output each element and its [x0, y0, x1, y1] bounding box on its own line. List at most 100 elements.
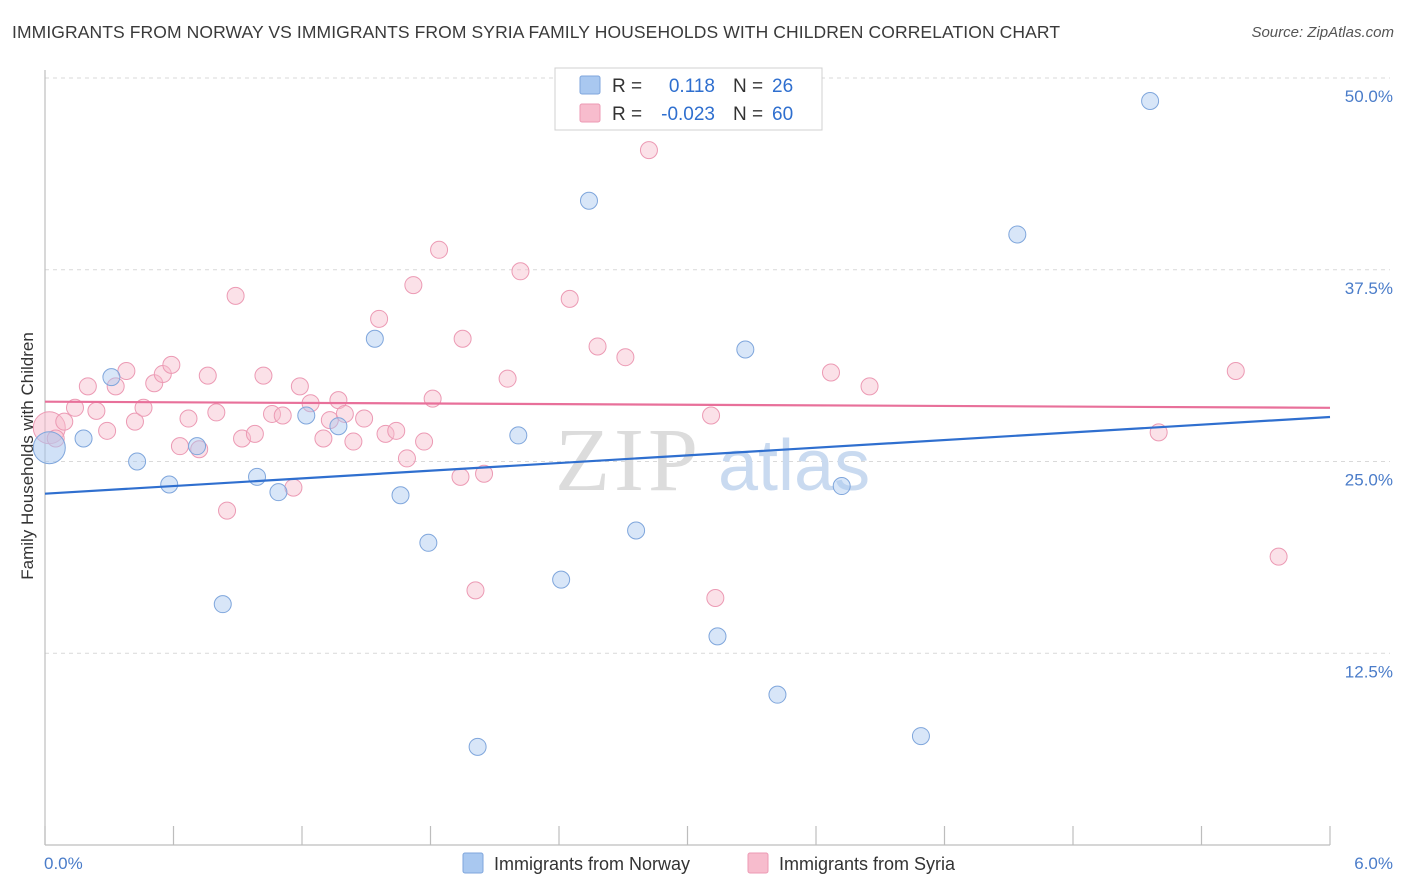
trend-line-syria [44, 400, 1331, 409]
legend-n-label-norway: N = [733, 76, 763, 97]
data-point-norway [1141, 92, 1160, 111]
bottom-legend-label-syria: Immigrants from Syria [779, 854, 956, 874]
data-point-syria [616, 348, 635, 367]
data-point-syria [106, 377, 125, 396]
data-point-syria [376, 424, 395, 443]
bottom-legend-swatch-syria [747, 852, 769, 874]
legend-r-label-syria: R = [612, 104, 642, 125]
data-point-norway [391, 486, 410, 505]
data-point-syria [179, 409, 198, 428]
data-point-syria [451, 467, 470, 486]
data-point-norway [269, 483, 288, 502]
data-point-norway [579, 191, 598, 210]
data-point-syria [387, 421, 406, 440]
legend-r-value-syria: -0.023 [661, 104, 715, 125]
data-point-syria [1226, 361, 1245, 380]
data-point-syria [218, 501, 237, 520]
data-point-syria [254, 366, 273, 385]
bottom-legend: Immigrants from Norway Immigrants from S… [462, 852, 956, 874]
trend-line-norway [44, 415, 1331, 495]
data-point-norway [911, 727, 930, 746]
data-point-syria [134, 398, 153, 417]
data-point-syria [290, 377, 309, 396]
trend-lines [44, 400, 1331, 495]
x-tick-labels: 0.0% 6.0% [44, 854, 1393, 873]
y-tick-label: 50.0% [1345, 87, 1393, 106]
data-point-norway [552, 570, 571, 589]
data-point-norway [832, 477, 851, 496]
data-point-syria [284, 478, 303, 497]
data-point-syria [78, 377, 97, 396]
data-point-syria [344, 432, 363, 451]
bottom-legend-swatch-norway [462, 852, 484, 874]
data-point-norway [213, 595, 232, 614]
data-point-norway [708, 627, 727, 646]
data-point-syria [245, 424, 264, 443]
data-point-syria [198, 366, 217, 385]
legend-n-value-norway: 26 [772, 76, 793, 97]
grid-lines [45, 77, 1390, 654]
data-point-norway [248, 467, 267, 486]
data-point-syria [415, 432, 434, 451]
data-point-norway [74, 429, 93, 448]
legend-swatch-norway [579, 75, 601, 95]
data-point-syria [370, 309, 389, 328]
data-point-syria [87, 401, 106, 420]
stats-legend: R = 0.118 N = 26 R = -0.023 N = 60 [554, 67, 823, 131]
data-point-norway [736, 340, 755, 359]
data-point-syria [466, 581, 485, 600]
data-point-syria [125, 412, 144, 431]
data-point-syria [498, 369, 517, 388]
data-point-syria [273, 406, 292, 425]
data-point-syria [702, 406, 721, 425]
data-point-syria [706, 589, 725, 608]
data-point-syria [397, 449, 416, 468]
data-point-syria [190, 440, 209, 459]
data-point-syria [355, 409, 374, 428]
data-point-norway [297, 406, 316, 425]
data-point-norway [128, 452, 147, 471]
data-point-norway [419, 533, 438, 552]
data-point-norway [329, 417, 348, 436]
data-point-norway [509, 426, 528, 445]
data-point-syria [65, 398, 84, 417]
data-point-norway [188, 437, 207, 456]
y-tick-labels: 12.5% 25.0% 37.5% 50.0% [1345, 87, 1393, 681]
data-point-norway [468, 737, 487, 756]
data-point-syria [511, 262, 530, 281]
data-point-norway [365, 329, 384, 348]
data-point-syria [453, 329, 472, 348]
data-point-syria [404, 276, 423, 295]
data-point-syria [170, 437, 189, 456]
series-norway-points [32, 92, 1160, 756]
x-tick-marks [44, 826, 1331, 845]
data-point-syria [639, 141, 658, 160]
series-syria-points [32, 141, 1288, 608]
data-point-syria [207, 403, 226, 422]
data-point-syria [162, 355, 181, 374]
watermark: ZIP atlas [555, 411, 870, 510]
legend-r-label-norway: R = [612, 76, 642, 97]
watermark-zip: ZIP [555, 411, 702, 510]
data-point-syria [98, 421, 117, 440]
data-point-syria [55, 412, 74, 431]
bottom-legend-label-norway: Immigrants from Norway [494, 854, 690, 874]
legend-n-label-syria: N = [733, 104, 763, 125]
data-point-syria [117, 361, 136, 380]
data-point-syria [314, 429, 333, 448]
data-point-syria [226, 286, 245, 305]
data-point-norway [32, 431, 66, 465]
data-point-norway [768, 685, 787, 704]
y-tick-label: 37.5% [1345, 279, 1393, 298]
data-point-norway [627, 521, 646, 540]
data-point-syria [475, 464, 494, 483]
legend-n-value-syria: 60 [772, 104, 793, 125]
x-tick-label-max: 6.0% [1354, 854, 1393, 873]
source-label: Source: ZipAtlas.com [1251, 24, 1394, 41]
watermark-atlas: atlas [718, 426, 870, 506]
chart-title: IMMIGRANTS FROM NORWAY VS IMMIGRANTS FRO… [12, 22, 1061, 42]
y-tick-label: 25.0% [1345, 471, 1393, 490]
data-point-syria [1269, 547, 1288, 566]
legend-swatch-syria [579, 103, 601, 123]
